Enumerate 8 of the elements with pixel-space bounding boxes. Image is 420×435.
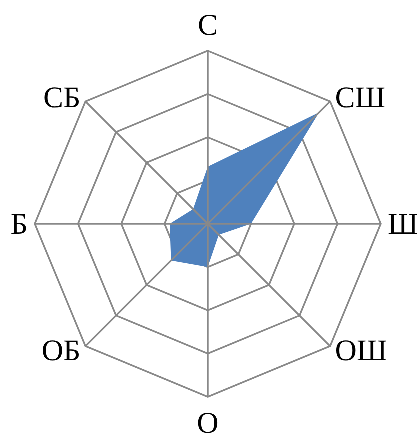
spoke-label: ОБ (42, 334, 81, 368)
spoke-label: Б (10, 208, 28, 241)
spoke-label: С (198, 9, 218, 42)
spoke-label: О (197, 406, 219, 435)
spoke-label: Ш (388, 208, 418, 241)
spoke-label: СШ (335, 81, 386, 114)
spoke-label: ОШ (335, 334, 388, 368)
spoke-label: СБ (43, 81, 81, 114)
